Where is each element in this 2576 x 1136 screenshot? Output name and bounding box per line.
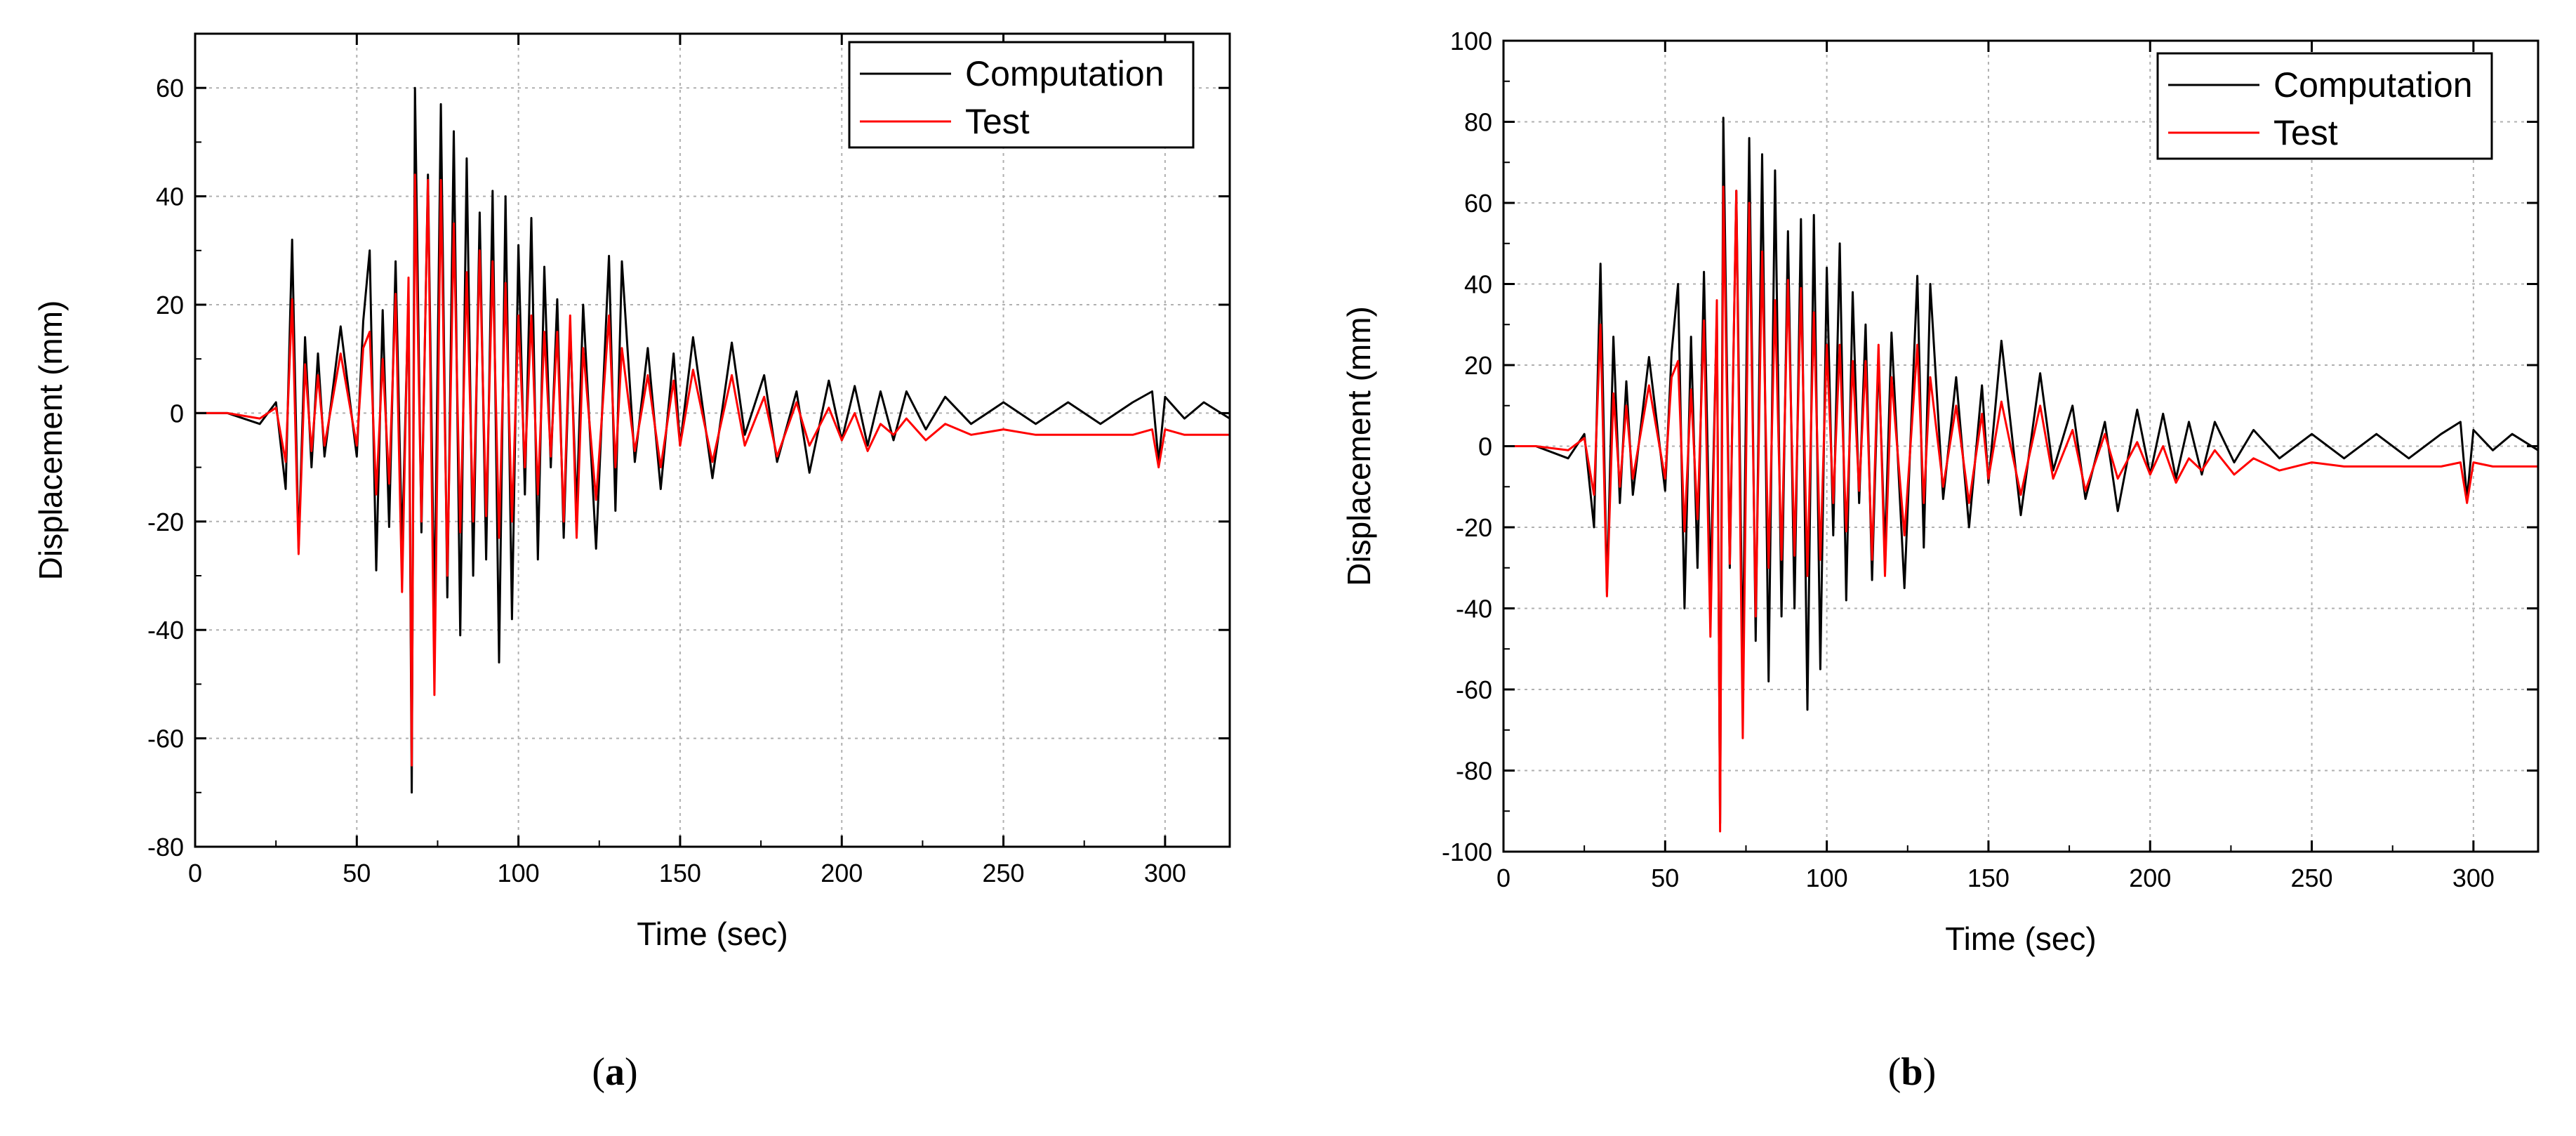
x-tick-label: 200 xyxy=(2129,864,2171,892)
legend: Computation Test xyxy=(2156,52,2493,160)
panel-label: b xyxy=(1901,1050,1923,1094)
legend-label-computation: Computation xyxy=(965,54,1164,93)
x-tick-label: 0 xyxy=(1496,864,1511,892)
x-tick-label: 100 xyxy=(1806,864,1848,892)
y-axis-title: Displacement (mm) xyxy=(1341,306,1377,586)
y-tick-label: 40 xyxy=(1464,270,1492,299)
y-tick-label: -100 xyxy=(1442,838,1492,866)
plot-frame xyxy=(194,32,1231,848)
x-tick-label: 150 xyxy=(659,859,701,887)
y-tick-label: -20 xyxy=(1456,513,1492,542)
y-tick-label: 20 xyxy=(156,291,184,319)
x-tick-label: 250 xyxy=(2291,864,2333,892)
legend-label-test: Test xyxy=(2273,113,2338,152)
x-tick-label: 300 xyxy=(1144,859,1186,887)
panel-b: 0 50 100 150 200 250 300 -100 -80 -60 -40 -20 0 20 40 6… xyxy=(1341,27,2540,1094)
y-tick-label: -20 xyxy=(147,508,184,536)
y-tick-label: -60 xyxy=(147,725,184,753)
y-tick-label: -40 xyxy=(147,616,184,645)
series-line-test xyxy=(195,173,1230,767)
series-line-computation xyxy=(195,86,1230,794)
panel-caption: (b) xyxy=(1888,1050,1936,1094)
panel-caption: (a) xyxy=(592,1050,637,1094)
x-tick-label: 50 xyxy=(1651,864,1679,892)
x-tick-label: 250 xyxy=(983,859,1025,887)
y-tick-label: 100 xyxy=(1450,27,1492,55)
legend-box xyxy=(848,41,1195,149)
y-axis-title: Displacement (mm) xyxy=(32,300,69,581)
y-tick-label: 0 xyxy=(1478,432,1492,461)
y-tick-label: 60 xyxy=(156,74,184,103)
y-tick-label: -60 xyxy=(1456,675,1492,704)
y-tick-label: 80 xyxy=(1464,108,1492,137)
plot-area xyxy=(195,86,1230,794)
series-line-test xyxy=(1503,185,2538,833)
x-tick-label: 200 xyxy=(821,859,863,887)
x-tick-label: 50 xyxy=(343,859,371,887)
panel-a: 0 50 100 150 200 250 300 -80 -60 -40 -20 0 20 40 60 Tim… xyxy=(32,32,1231,1094)
panel-label: a xyxy=(605,1050,625,1094)
x-tick-label: 150 xyxy=(1967,864,2010,892)
y-tick-label: 60 xyxy=(1464,189,1492,218)
y-tick-label: 40 xyxy=(156,183,184,211)
legend-box xyxy=(2156,52,2493,160)
y-tick-label: -80 xyxy=(1456,757,1492,786)
y-tick-label: 20 xyxy=(1464,351,1492,380)
y-tick-label: 0 xyxy=(170,399,184,428)
legend: Computation Test xyxy=(848,41,1195,149)
x-axis-title: Time (sec) xyxy=(637,916,788,952)
gridlines xyxy=(1503,41,2538,852)
series-line-computation xyxy=(1503,117,2538,825)
gridlines xyxy=(195,34,1230,847)
y-tick-label: -40 xyxy=(1456,595,1492,623)
x-tick-label: 300 xyxy=(2452,864,2495,892)
x-tick-label: 100 xyxy=(498,859,540,887)
legend-label-computation: Computation xyxy=(2273,65,2473,105)
plot-area xyxy=(1503,117,2538,833)
legend-label-test: Test xyxy=(965,102,1030,141)
y-tick-label: -80 xyxy=(147,833,184,861)
x-axis-title: Time (sec) xyxy=(1945,920,2097,957)
x-tick-label: 0 xyxy=(188,859,202,887)
